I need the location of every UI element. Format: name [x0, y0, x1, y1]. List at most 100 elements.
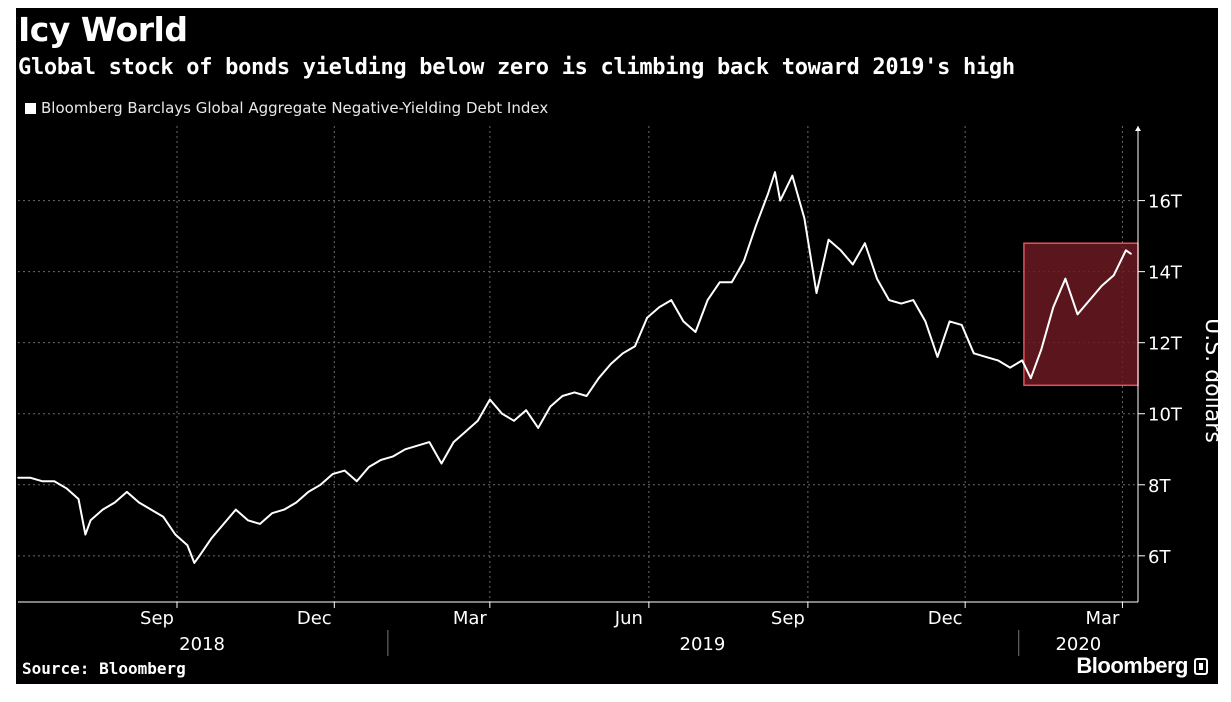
series-line: [18, 171, 1132, 564]
source-note: Source: Bloomberg: [22, 659, 186, 678]
data-point: [924, 320, 927, 323]
x-tick-label: Dec: [297, 608, 332, 629]
data-point: [948, 320, 951, 323]
data-point: [755, 224, 757, 227]
data-point: [138, 501, 140, 504]
data-point: [101, 508, 104, 511]
y-tick-label: 12T: [1148, 334, 1183, 355]
data-point: [380, 459, 382, 461]
data-point: [247, 519, 249, 522]
data-point: [767, 192, 769, 195]
year-label: 2018: [179, 634, 225, 655]
data-point: [658, 306, 661, 308]
data-point: [876, 277, 878, 280]
data-point: [1076, 313, 1079, 316]
chart-panel: Icy World Global stock of bonds yielding…: [16, 8, 1218, 684]
data-point: [77, 498, 80, 500]
data-point: [1064, 277, 1067, 280]
data-point: [731, 281, 733, 284]
x-tick-label: Mar: [1085, 608, 1120, 629]
data-point: [210, 537, 213, 539]
data-point: [464, 430, 467, 433]
data-point: [174, 533, 177, 536]
series-group: [17, 171, 1132, 564]
chart-title: Icy World: [18, 10, 188, 49]
data-point: [537, 427, 540, 429]
y-axis-arrow: [1135, 126, 1141, 131]
data-point: [525, 409, 527, 411]
data-point: [198, 555, 201, 557]
y-axis-title: U.S. dollars: [1200, 318, 1218, 443]
terminal-icon: [1194, 657, 1208, 675]
data-point: [307, 491, 310, 493]
data-point: [84, 533, 87, 536]
data-point: [319, 483, 322, 486]
x-tick-label: Sep: [140, 608, 174, 629]
data-point: [852, 263, 854, 266]
highlight-region-group: [1023, 242, 1139, 387]
highlight-box: [1023, 242, 1139, 387]
data-point: [331, 473, 334, 475]
data-point: [573, 391, 576, 394]
data-point: [997, 359, 999, 362]
data-point: [17, 476, 19, 479]
data-point: [29, 476, 31, 479]
data-point: [888, 299, 890, 301]
data-point: [864, 242, 866, 245]
data-point: [743, 260, 745, 262]
brand-logo: Bloomberg: [1076, 653, 1208, 679]
data-point: [1021, 359, 1023, 362]
data-point: [355, 480, 358, 483]
data-point: [368, 466, 370, 468]
data-point: [1130, 253, 1132, 255]
data-point: [827, 238, 830, 241]
chart-subtitle: Global stock of bonds yielding below zer…: [18, 55, 1015, 80]
data-point: [452, 441, 455, 443]
year-label: 2020: [1055, 634, 1101, 655]
data-point: [900, 302, 903, 305]
data-point: [634, 345, 636, 348]
data-point: [706, 299, 709, 301]
data-point: [89, 519, 92, 522]
data-point: [41, 480, 43, 483]
data-point: [404, 448, 406, 451]
data-point: [912, 299, 915, 301]
data-point: [1125, 249, 1127, 252]
data-point: [193, 562, 196, 564]
y-tick-label: 14T: [1148, 263, 1183, 284]
data-point: [1113, 274, 1115, 276]
data-point: [428, 441, 431, 443]
data-point: [271, 512, 273, 514]
data-point: [416, 444, 419, 447]
y-tick-label: 16T: [1148, 192, 1183, 213]
data-point: [718, 281, 721, 284]
x-tick-label: Sep: [771, 608, 805, 629]
data-point: [670, 299, 673, 301]
data-point: [610, 363, 612, 365]
data-point: [622, 352, 624, 355]
legend-swatch: [25, 102, 36, 114]
axes-group: 6T 8T 10T 12T 14T 16T Sep Dec Mar Jun Sep Dec Mar 201…: [18, 126, 1218, 656]
y-tick-label: 6T: [1148, 547, 1171, 568]
data-point: [985, 356, 987, 358]
data-point: [1040, 348, 1043, 351]
data-point: [501, 412, 503, 415]
data-point: [839, 249, 842, 252]
data-point: [597, 377, 600, 380]
data-point: [513, 420, 515, 422]
x-tick-label: Jun: [614, 608, 643, 629]
data-point: [1030, 377, 1032, 380]
y-tick-label: 8T: [1148, 476, 1171, 497]
data-point: [936, 356, 939, 358]
data-point: [150, 508, 152, 511]
data-point: [295, 501, 298, 504]
data-point: [440, 462, 443, 465]
data-point: [162, 515, 164, 518]
data-point: [343, 469, 346, 472]
data-point: [186, 544, 189, 546]
data-point: [561, 395, 564, 397]
x-tick-label: Mar: [453, 608, 488, 629]
legend-label: Bloomberg Barclays Global Aggregate Nega…: [41, 99, 549, 117]
data-point: [259, 523, 261, 525]
data-point: [646, 317, 648, 319]
